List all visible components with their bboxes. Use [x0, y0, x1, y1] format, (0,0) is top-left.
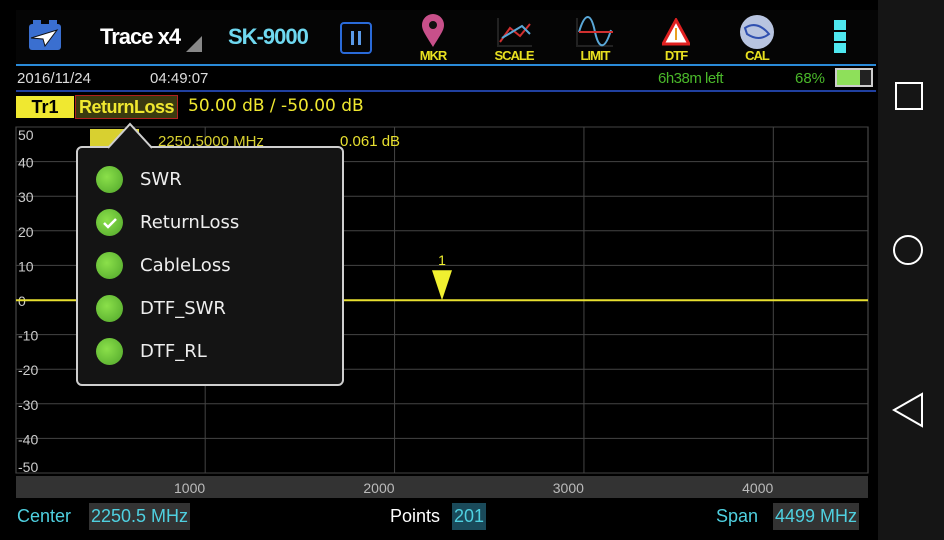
trace-selector-label: Trace x4	[100, 24, 181, 49]
scale-icon	[497, 18, 532, 47]
y-tick-label: 30	[18, 189, 34, 205]
center-label: Center	[17, 506, 72, 526]
date: 2016/11/24	[17, 70, 91, 87]
trace-plot[interactable]: 50403020100-10-20-30-40-5010002000300040…	[0, 120, 878, 500]
cal-label: CAL	[745, 48, 770, 63]
menu-item-cableloss[interactable]: CableLoss	[78, 244, 342, 287]
measurement-selector[interactable]: ReturnLoss	[75, 95, 179, 119]
radio-icon	[96, 166, 123, 193]
overflow-menu-button[interactable]	[834, 20, 846, 54]
toolbar: Trace x4 SK-9000 MKR SCALE LIMIT DTF CAL	[16, 10, 878, 64]
battery-icon	[835, 68, 873, 87]
menu-item-label: DTF_RL	[140, 341, 207, 362]
radio-icon	[96, 252, 123, 279]
points-label: Points	[390, 506, 441, 526]
y-tick-label: -20	[18, 362, 38, 378]
marker-value: 0.061 dB	[340, 133, 401, 150]
scale-readout: 50.00 dB / -50.00 dB	[188, 96, 364, 116]
cal-icon	[740, 15, 774, 49]
menu-item-returnloss[interactable]: ReturnLoss	[78, 201, 342, 244]
cal-button[interactable]: CAL	[727, 12, 787, 64]
menu-item-label: SWR	[140, 169, 182, 190]
limit-button[interactable]: LIMIT	[565, 12, 625, 64]
map-pin-icon	[422, 14, 444, 47]
x-tick-label: 3000	[553, 480, 584, 496]
measurement-dropdown: SWR ReturnLoss CableLoss DTF_SWR DTF_RL	[76, 146, 344, 386]
battery-percent: 68%	[795, 70, 826, 87]
time: 04:49:07	[150, 70, 209, 87]
center-value[interactable]: 2250.5 MHz	[89, 503, 191, 530]
app-logo-icon[interactable]	[27, 18, 63, 54]
marker-triangle	[432, 270, 452, 301]
marker-label: 1	[438, 252, 446, 268]
dropdown-corner-icon	[186, 36, 202, 52]
marker-frequency: 2250.5000 MHz	[158, 133, 264, 150]
menu-item-swr[interactable]: SWR	[78, 158, 342, 201]
trace-selector[interactable]: Trace x4	[100, 24, 202, 52]
dropdown-pointer	[108, 122, 152, 149]
dtf-button[interactable]: DTF	[646, 12, 706, 64]
menu-item-dtf-swr[interactable]: DTF_SWR	[78, 287, 342, 330]
warning-triangle-icon	[662, 18, 690, 46]
radio-icon	[96, 209, 123, 236]
pause-button[interactable]	[340, 22, 372, 54]
y-tick-label: 10	[18, 258, 34, 274]
y-tick-label: 20	[18, 224, 34, 240]
y-tick-label: 50	[18, 127, 34, 143]
radio-icon	[96, 295, 123, 322]
span-value[interactable]: 4499 MHz	[773, 503, 860, 530]
radio-icon	[96, 338, 123, 365]
home-button[interactable]	[893, 235, 923, 265]
x-tick-label: 1000	[174, 480, 205, 496]
analyzer-screen: Trace x4 SK-9000 MKR SCALE LIMIT DTF CAL	[0, 10, 878, 530]
x-tick-label: 4000	[742, 480, 773, 496]
y-tick-label: -10	[18, 328, 38, 344]
menu-item-dtf-rl[interactable]: DTF_RL	[78, 330, 342, 373]
menu-item-label: CableLoss	[140, 255, 231, 276]
menu-item-label: DTF_SWR	[140, 298, 226, 319]
scale-button[interactable]: SCALE	[484, 12, 544, 64]
dtf-label: DTF	[664, 48, 688, 63]
points-value[interactable]: 201	[452, 503, 487, 530]
trace-badge[interactable]: Tr1	[16, 96, 74, 118]
battery-fill	[837, 70, 861, 85]
frequency-axis-band	[16, 476, 868, 498]
recent-apps-button[interactable]	[895, 82, 923, 110]
x-tick-label: 2000	[363, 480, 394, 496]
limit-label: LIMIT	[580, 48, 611, 63]
battery-time-left: 6h38m left	[658, 70, 724, 87]
pause-icon	[351, 31, 361, 45]
mkr-button[interactable]: MKR	[403, 12, 463, 64]
y-tick-label: -50	[18, 459, 38, 475]
y-tick-label: -40	[18, 431, 38, 447]
android-nav-bar	[878, 0, 944, 540]
back-button[interactable]	[892, 392, 924, 428]
span-label: Span	[716, 506, 759, 526]
more-vert-icon	[834, 20, 846, 53]
limit-icon	[576, 16, 613, 47]
check-icon	[103, 218, 117, 229]
scale-label: SCALE	[494, 48, 534, 63]
menu-item-label: ReturnLoss	[140, 212, 240, 233]
model-name: SK-9000	[228, 24, 309, 49]
y-tick-label: 40	[18, 155, 34, 171]
status-divider	[16, 90, 876, 92]
mkr-label: MKR	[419, 48, 448, 63]
toolbar-divider	[16, 64, 876, 66]
y-tick-label: -30	[18, 397, 38, 413]
